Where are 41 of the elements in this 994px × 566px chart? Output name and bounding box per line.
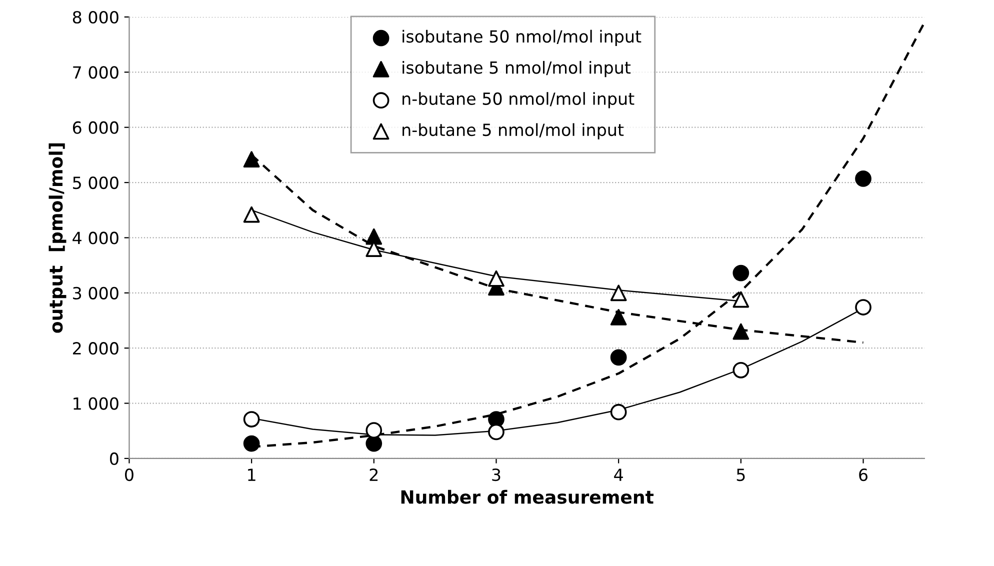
point [610, 309, 627, 326]
y-tick-label: 0 [110, 452, 118, 466]
point [732, 362, 750, 378]
y-tick-label: 7 000 [73, 66, 118, 79]
point [243, 435, 260, 452]
point [732, 264, 750, 282]
point [243, 411, 260, 428]
x-tick-label: 6 [859, 468, 868, 482]
point [732, 323, 750, 340]
y-tick-label: 8 000 [72, 10, 118, 24]
y-tick-label: 1 000 [74, 397, 118, 410]
point [243, 206, 260, 223]
x-tick-label: 5 [736, 468, 745, 482]
x-tick-label: 2 [370, 468, 378, 481]
point [488, 270, 504, 287]
x-axis-title: Number of measurement [401, 490, 654, 504]
point [488, 424, 504, 440]
x-tick-label: 3 [492, 468, 500, 482]
y-tick-label: 5 000 [73, 176, 118, 190]
legend-label: n-butane 50 nmol/mol input [402, 92, 634, 108]
x-tick-label: 1 [248, 468, 256, 481]
x-tick-label: 4 [614, 468, 623, 481]
point [366, 435, 382, 452]
y-tick-label: 3 000 [73, 286, 118, 300]
point [366, 228, 382, 245]
point [732, 291, 750, 308]
y-tick-label: 4 000 [72, 232, 118, 244]
point [855, 170, 872, 187]
legend-label: n-butane 5 nmol/mol input [402, 123, 624, 140]
y-axis-title: output [pmol/mol] [48, 143, 66, 333]
x-tick-label: 0 [125, 468, 134, 482]
legend-label: isobutane 50 nmol/mol input [402, 30, 642, 46]
legend-label: isobutane 5 nmol/mol input [402, 60, 631, 78]
point [610, 404, 627, 420]
y-tick-label: 2 000 [73, 342, 118, 355]
point [610, 284, 627, 302]
point [366, 422, 382, 439]
y-tick-label: 6 000 [72, 121, 118, 134]
point [610, 349, 627, 366]
point [243, 151, 260, 168]
point [855, 299, 872, 316]
